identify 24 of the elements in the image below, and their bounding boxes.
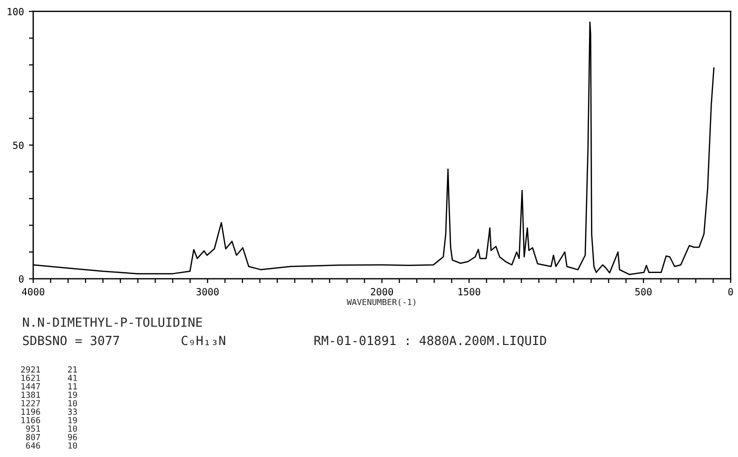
- x-tick-label: 2000: [370, 288, 393, 296]
- text: 1447 11: [22, 383, 77, 390]
- y-tick-label: 100: [8, 8, 24, 16]
- x-tick-label: 1500: [458, 288, 480, 296]
- text: SDBSNO = 3077: [22, 336, 120, 346]
- text: RM-01-01891 : 4880A.200M.LIQUID: [314, 336, 546, 347]
- x-tick-label: 3000: [196, 288, 219, 296]
- text: 951 10: [26, 425, 77, 432]
- x-tick-label: 4000: [22, 288, 44, 296]
- text: 1381 19: [22, 392, 77, 398]
- y-tick-label: 0: [18, 275, 24, 283]
- text: 1227 10: [22, 400, 77, 406]
- text: 1621 41: [22, 374, 77, 382]
- y-tick-label: 50: [13, 142, 24, 149]
- text: C₉H₁₃N: [182, 336, 226, 346]
- text: 646 10: [26, 442, 77, 449]
- x-tick-label: 0: [728, 288, 733, 296]
- text: 807 96: [26, 434, 77, 440]
- text: 2921 21: [21, 366, 77, 373]
- text: 1196 33: [22, 408, 77, 415]
- text: N.N-DIMETHYL-P-TOLUIDINE: [22, 317, 202, 327]
- x-tick-label: 500: [635, 288, 652, 296]
- x-axis-title: WAVENUMBER(-1): [346, 298, 416, 306]
- text: 1166 19: [22, 416, 77, 424]
